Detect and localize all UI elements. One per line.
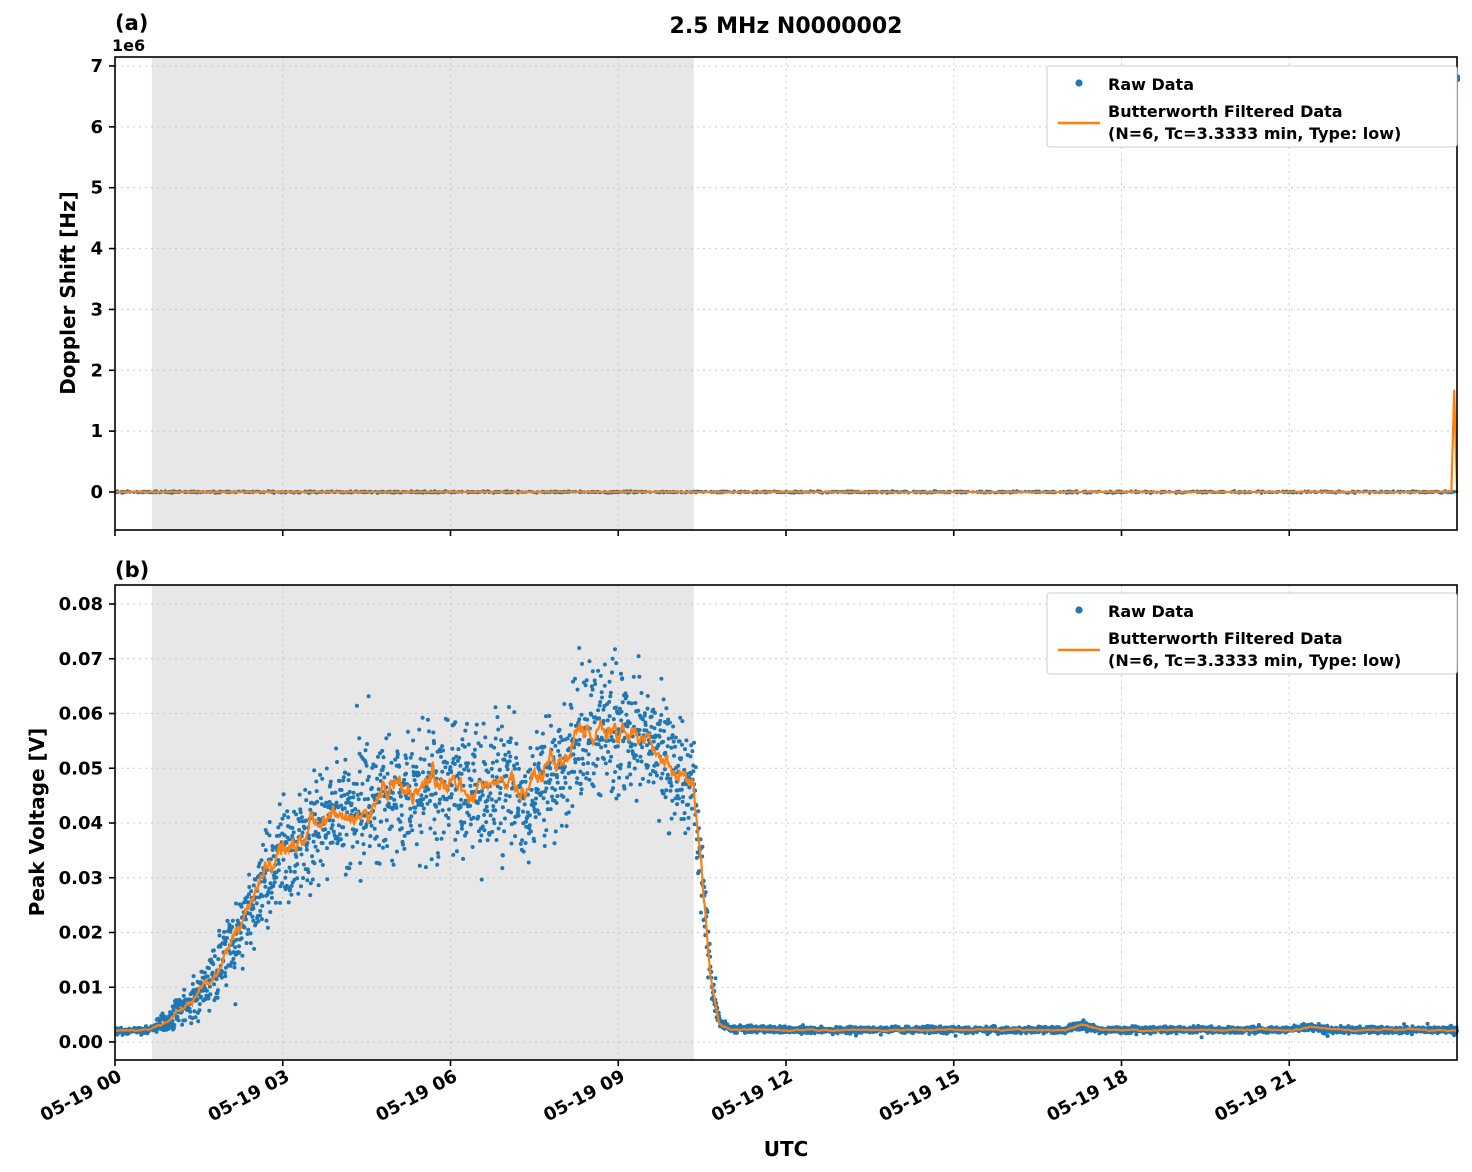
- y-axis-label-a: Doppler Shift [Hz]: [56, 191, 80, 395]
- filtered-line-a: [115, 389, 1459, 494]
- legend-b-filtered-label-line1: Butterworth Filtered Data: [1108, 629, 1343, 648]
- legend-a-filtered-label-line1: Butterworth Filtered Data: [1108, 102, 1343, 121]
- y-tick-label-a: 2: [90, 360, 103, 381]
- x-tick-label: 05-19 18: [1044, 1066, 1132, 1126]
- x-axis-label: UTC: [764, 1137, 809, 1161]
- legend-b: Raw Data Butterworth Filtered Data (N=6,…: [1046, 592, 1458, 675]
- y-tick-label-b: 0.07: [59, 649, 103, 670]
- x-tick-label: 05-19 21: [1211, 1066, 1299, 1126]
- panel-a-data: [115, 74, 1460, 495]
- legend-b-box: [1046, 592, 1458, 675]
- y-tick-label-b: 0.06: [59, 704, 103, 725]
- legend-a-raw-label: Raw Data: [1108, 75, 1194, 94]
- y-tick-label-b: 0.08: [59, 594, 103, 615]
- y-tick-label-b: 0.03: [59, 868, 103, 889]
- y-tick-label-a: 1: [90, 421, 103, 442]
- x-tick-label: 05-19 03: [205, 1066, 293, 1126]
- figure-title: 2.5 MHz N0000002: [670, 14, 903, 39]
- y-tick-label-b: 0.04: [59, 813, 103, 834]
- shaded-region-a: [151, 57, 694, 530]
- filtered-line-b: [115, 719, 1458, 1033]
- panel-b-tag: (b): [115, 558, 149, 582]
- y-tick-label-a: 4: [90, 239, 103, 260]
- x-tick-label: 05-19 00: [37, 1066, 125, 1126]
- night-shade-layer: [151, 57, 694, 1060]
- x-tick-label: 05-19 15: [876, 1066, 964, 1126]
- panel-a-tag: (a): [115, 11, 148, 35]
- legend-a: Raw Data Butterworth Filtered Data (N=6,…: [1046, 65, 1458, 148]
- legend-b-filtered-label-line2: (N=6, Tc=3.3333 min, Type: low): [1108, 651, 1401, 670]
- y-tick-label-a: 3: [90, 299, 103, 320]
- y-axis-label-b: Peak Voltage [V]: [25, 728, 49, 917]
- legend-b-raw-marker: [1075, 606, 1083, 614]
- x-tick-label: 05-19 12: [708, 1066, 796, 1126]
- x-tick-label: 05-19 09: [540, 1066, 628, 1126]
- legend-a-box: [1046, 65, 1458, 148]
- legend-a-raw-marker: [1075, 79, 1083, 87]
- data-layer: [115, 74, 1460, 1040]
- legend-b-raw-label: Raw Data: [1108, 602, 1194, 621]
- y-tick-label-a: 5: [90, 178, 103, 199]
- x-tick-label: 05-19 06: [373, 1066, 461, 1126]
- grid-layer: [114, 57, 1457, 1060]
- y-offset-text: 1e6: [112, 36, 145, 55]
- y-tick-label-a: 7: [90, 56, 103, 77]
- y-tick-label-b: 0.01: [59, 977, 103, 998]
- y-tick-label-b: 0.02: [59, 923, 103, 944]
- legend-a-filtered-label-line2: (N=6, Tc=3.3333 min, Type: low): [1108, 124, 1401, 143]
- text-layer: 2.5 MHz N0000002 (a) 1e6 (b) Doppler Shi…: [25, 11, 1458, 1161]
- y-tick-label-a: 6: [90, 117, 103, 138]
- y-tick-label-b: 0.00: [59, 1032, 103, 1053]
- y-tick-label-a: 0: [90, 482, 103, 503]
- y-tick-label-b: 0.05: [59, 758, 103, 779]
- panel-b-data: [115, 646, 1459, 1040]
